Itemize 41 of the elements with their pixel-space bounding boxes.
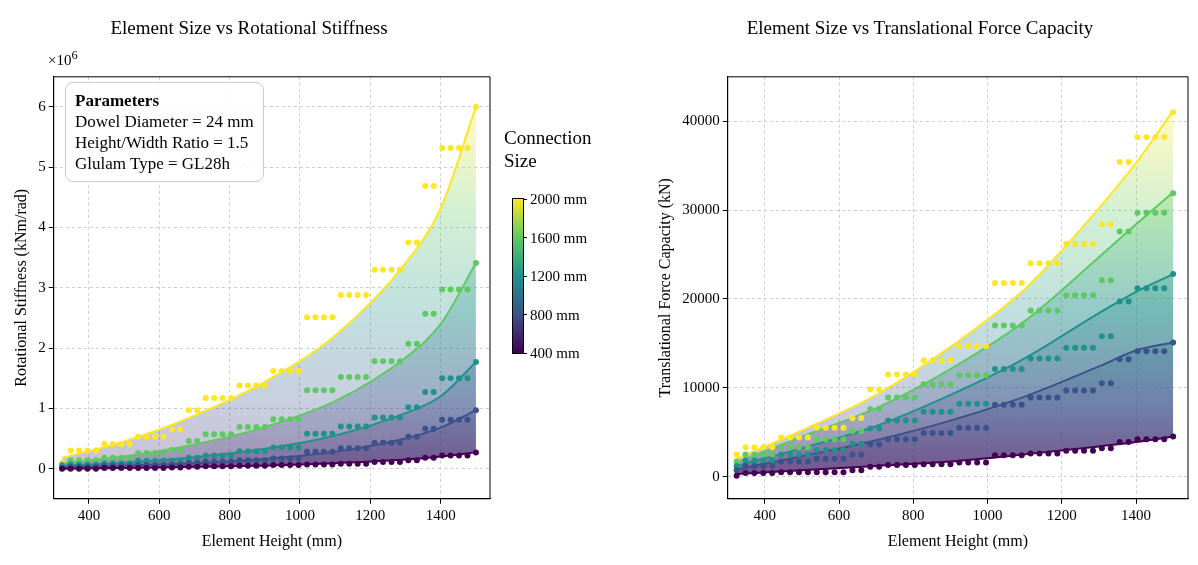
chart-title: Element Size vs Rotational Stiffness <box>110 17 388 39</box>
x-tick-label: 1000 <box>972 506 1003 523</box>
y-tick-label: 40000 <box>682 112 720 129</box>
y-tick-label: 0 <box>712 467 720 484</box>
x-tick-label: 400 <box>753 506 777 523</box>
x-tick-label: 1200 <box>355 506 386 523</box>
x-tick-label: 1000 <box>285 506 315 523</box>
y-tick-label: 10000 <box>682 378 720 395</box>
color-bar-label: 2000 mm <box>530 190 588 208</box>
annotation: Dowel Diameter = 24 mm <box>75 111 254 132</box>
annotation: Parameters <box>75 90 160 111</box>
y-tick-label: 30000 <box>682 201 720 217</box>
y-axis-title: Translational Force Capacity (kN) <box>655 178 674 398</box>
y-tick-label: 3 <box>38 278 46 295</box>
y-axis-title: Rotational Stiffness (kNm/rad) <box>11 188 30 387</box>
x-tick-label: 800 <box>902 506 925 523</box>
x-axis-title: Element Height (mm) <box>887 531 1029 550</box>
y-tick-label: 6 <box>38 97 47 114</box>
color-bar-label: 400 mm <box>530 344 580 362</box>
color-bar-title: Connection Size <box>504 126 593 172</box>
x-axis-title: Element Height (mm) <box>201 531 343 550</box>
x-tick-label: 600 <box>827 506 851 523</box>
y-tick-label: 0 <box>38 459 46 476</box>
y-tick-label: 2 <box>38 339 46 356</box>
color-bar-label: 800 mm <box>530 305 580 324</box>
x-tick-label: 400 <box>77 506 101 523</box>
y-tick-label: 5 <box>38 158 46 175</box>
x-tick-label: 1400 <box>1121 506 1152 523</box>
x-tick-label: 800 <box>218 506 241 523</box>
annotation: Glulam Type = GL28h <box>75 153 231 174</box>
text: ×10$^{6}$ <box>48 48 78 69</box>
color-bar-label: 1600 mm <box>530 228 588 247</box>
chart-title: Element Size vs Translational Force Capacity <box>746 17 1094 39</box>
y-tick-label: 4 <box>38 218 47 235</box>
y-tick-label: 1 <box>38 399 46 416</box>
x-tick-label: 600 <box>148 506 171 523</box>
x-tick-label: 1400 <box>425 506 456 523</box>
annotation: Height/Width Ratio = 1.5 <box>75 132 250 153</box>
color-bar-label: 1200 mm <box>530 267 588 285</box>
y-tick-label: 20000 <box>682 289 720 306</box>
x-tick-label: 1200 <box>1046 506 1077 523</box>
